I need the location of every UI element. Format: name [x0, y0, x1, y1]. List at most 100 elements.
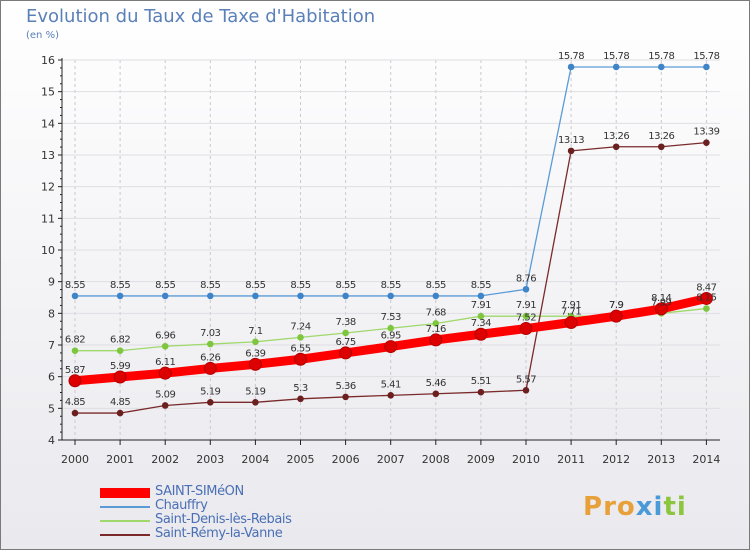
- data-point-Saint-Denis-lès-Rebais: [522, 312, 530, 320]
- data-point-Saint-Rémy-la-Vanne: [161, 402, 169, 409]
- data-label-SAINT-SIMéON: 6.26: [200, 352, 220, 363]
- data-label-Saint-Rémy-la-Vanne: 5.57: [516, 374, 536, 385]
- data-label-Chauffry: 8.55: [426, 280, 446, 291]
- y-tick-label: 10: [41, 244, 55, 257]
- data-label-Saint-Denis-lès-Rebais: 7.99: [651, 297, 671, 308]
- data-label-SAINT-SIMéON: 7.34: [471, 318, 491, 329]
- data-label-Saint-Rémy-la-Vanne: 13.39: [693, 127, 719, 138]
- data-label-SAINT-SIMéON: 5.99: [110, 361, 130, 372]
- data-point-Saint-Rémy-la-Vanne: [658, 143, 665, 151]
- data-label-Chauffry: 8.55: [65, 280, 85, 291]
- data-label-Saint-Rémy-la-Vanne: 5.36: [335, 381, 355, 392]
- data-label-Saint-Denis-lès-Rebais: 7.68: [426, 307, 446, 318]
- data-point-Saint-Denis-lès-Rebais: [161, 342, 169, 350]
- data-label-Saint-Rémy-la-Vanne: 5.46: [426, 378, 446, 389]
- data-point-SAINT-SIMéON: [564, 316, 578, 330]
- data-label-Saint-Denis-lès-Rebais: 7.91: [471, 300, 491, 311]
- data-point-Chauffry: [612, 63, 620, 71]
- data-point-SAINT-SIMéON: [113, 370, 127, 384]
- data-label-SAINT-SIMéON: 7.71: [561, 307, 581, 318]
- data-point-Saint-Rémy-la-Vanne: [116, 409, 124, 417]
- legend-swatch: [100, 488, 150, 498]
- y-tick-label: 13: [41, 149, 55, 162]
- data-label-SAINT-SIMéON: 7.9: [609, 300, 624, 311]
- series-layer: [68, 63, 713, 417]
- data-point-Chauffry: [432, 292, 440, 300]
- data-label-Saint-Rémy-la-Vanne: 5.41: [381, 379, 401, 390]
- data-point-SAINT-SIMéON: [474, 327, 488, 341]
- y-tick-label: 14: [41, 117, 55, 130]
- chart-title: Evolution du Taux de Taxe d'Habitation: [26, 6, 376, 27]
- data-labels: 8.55 8.55 8.55 8.55 8.55 8.55 8.55 8.55 8.55 8.55…: [65, 51, 720, 408]
- data-point-Saint-Rémy-la-Vanne: [297, 395, 304, 403]
- x-tick-label: 2009: [467, 453, 495, 466]
- data-point-Saint-Rémy-la-Vanne: [387, 392, 395, 399]
- x-tick-label: 2000: [61, 453, 89, 466]
- data-label-SAINT-SIMéON: 7.16: [426, 324, 446, 335]
- y-tick-label: 7: [48, 339, 55, 352]
- data-label-Saint-Rémy-la-Vanne: 13.26: [603, 131, 629, 142]
- data-label-Saint-Denis-lès-Rebais: 7.53: [381, 312, 401, 323]
- data-point-Saint-Rémy-la-Vanne: [477, 388, 485, 396]
- data-label-Chauffry: 8.55: [290, 280, 310, 291]
- data-point-Chauffry: [207, 292, 214, 300]
- y-tick-label: 6: [48, 371, 55, 384]
- data-label-Saint-Denis-lès-Rebais: 6.96: [155, 330, 175, 341]
- data-label-Chauffry: 8.55: [200, 280, 220, 291]
- data-label-Chauffry: 8.55: [471, 280, 491, 291]
- data-point-Chauffry: [342, 292, 349, 300]
- x-tick-label: 2010: [512, 453, 540, 466]
- data-label-Chauffry: 8.55: [381, 280, 401, 291]
- data-point-SAINT-SIMéON: [248, 357, 262, 371]
- x-tick-label: 2004: [241, 453, 269, 466]
- logo-letter: r: [603, 492, 617, 522]
- x-tick-label: 2003: [196, 453, 224, 466]
- data-point-Chauffry: [522, 285, 530, 293]
- data-point-Chauffry: [567, 63, 575, 71]
- data-label-Saint-Denis-lès-Rebais: 7.03: [200, 328, 220, 339]
- x-tick-label: 2005: [287, 453, 315, 466]
- logo-letter: i: [676, 492, 687, 522]
- data-label-SAINT-SIMéON: 5.87: [65, 365, 85, 376]
- x-tick-label: 2002: [151, 453, 179, 466]
- data-label-Chauffry: 15.78: [558, 51, 584, 62]
- data-point-Saint-Denis-lès-Rebais: [207, 340, 214, 348]
- data-label-Chauffry: 8.55: [110, 280, 130, 291]
- data-point-Saint-Denis-lès-Rebais: [387, 324, 395, 332]
- data-point-SAINT-SIMéON: [519, 322, 533, 336]
- x-tick-label: 2001: [106, 453, 134, 466]
- data-point-Saint-Rémy-la-Vanne: [342, 393, 349, 401]
- data-label-Saint-Denis-lès-Rebais: 7.24: [290, 321, 310, 332]
- legend-label: SAINT-SIMéON: [155, 484, 244, 499]
- logo-letter: P: [583, 492, 604, 522]
- data-label-Saint-Rémy-la-Vanne: 13.13: [558, 135, 584, 146]
- data-point-Saint-Rémy-la-Vanne: [432, 390, 440, 398]
- y-tick-label: 8: [48, 307, 55, 320]
- data-label-Saint-Rémy-la-Vanne: 5.09: [155, 389, 175, 400]
- x-tick-label: 2006: [332, 453, 360, 466]
- data-point-Saint-Rémy-la-Vanne: [567, 147, 575, 155]
- legend-swatch: [100, 520, 150, 522]
- y-tick-label: 11: [41, 212, 55, 225]
- data-label-Saint-Denis-lès-Rebais: 7.91: [561, 300, 581, 311]
- data-point-SAINT-SIMéON: [609, 309, 623, 323]
- logo-letter: x: [635, 492, 654, 522]
- data-point-SAINT-SIMéON: [429, 333, 443, 347]
- data-point-SAINT-SIMéON: [294, 352, 307, 366]
- data-label-Saint-Rémy-la-Vanne: 4.85: [65, 397, 85, 408]
- y-tick-label: 4: [48, 434, 55, 447]
- data-point-Chauffry: [252, 292, 259, 300]
- data-point-Chauffry: [161, 292, 169, 300]
- y-axis-unit: (en %): [26, 30, 59, 41]
- y-tick-label: 15: [41, 86, 55, 99]
- data-label-SAINT-SIMéON: 7.52: [516, 313, 536, 324]
- legend-swatch: [100, 534, 150, 536]
- data-label-SAINT-SIMéON: 8.47: [696, 282, 716, 293]
- logo-letter: i: [653, 492, 664, 522]
- data-label-Chauffry: 8.55: [335, 280, 355, 291]
- legend-label: Saint-Rémy-la-Vanne: [155, 526, 283, 541]
- data-label-SAINT-SIMéON: 6.75: [335, 337, 355, 348]
- legend-label: Saint-Denis-lès-Rebais: [155, 512, 292, 527]
- y-tick-label: 9: [48, 276, 55, 289]
- y-tick-label: 12: [41, 181, 55, 194]
